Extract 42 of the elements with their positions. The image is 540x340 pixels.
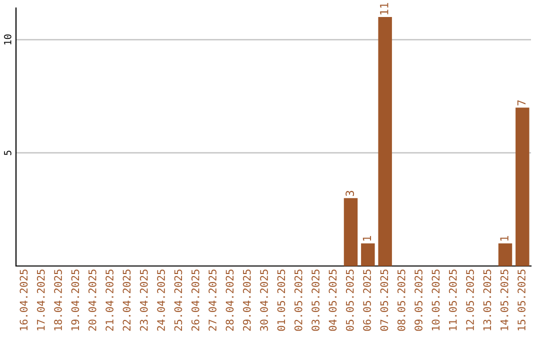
bar [361, 243, 375, 266]
x-tick-label: 19.04.2025 [71, 270, 80, 330]
data-label: 7 [517, 100, 526, 106]
x-tick-label: 05.05.2025 [346, 270, 354, 331]
bar [516, 108, 530, 266]
x-tick-label: 23.04.2025 [140, 270, 148, 331]
x-tick-label: 24.04.2025 [157, 270, 165, 331]
x-tick-label: 13.05.2025 [483, 270, 492, 330]
x-tick-label: 12.05.2025 [466, 270, 474, 330]
x-tick-label: 29.04.2025 [242, 270, 251, 331]
x-tick-label: 08.05.2025 [397, 270, 406, 331]
bar [498, 243, 512, 266]
data-label: 1 [500, 236, 508, 241]
y-tick-label: 5 [4, 150, 12, 156]
x-tick-label: 21.04.2025 [106, 270, 114, 331]
x-tick-label: 30.04.2025 [260, 270, 268, 331]
x-tick-label: 17.04.2025 [36, 270, 45, 330]
x-tick-label: 18.04.2025 [54, 270, 62, 330]
x-tick-label: 09.05.2025 [414, 270, 422, 331]
x-tick-label: 25.04.2025 [174, 270, 182, 331]
x-tick-label: 11.05.2025 [448, 270, 457, 330]
x-tick-label: 10.05.2025 [432, 270, 440, 330]
x-tick-label: 27.04.2025 [208, 270, 216, 331]
x-tick-label: 20.04.2025 [88, 270, 96, 331]
x-tick-label: 03.05.2025 [312, 270, 320, 331]
x-tick-label: 07.05.2025 [380, 270, 388, 331]
x-tick-label: 06.05.2025 [363, 270, 371, 331]
x-tick-label: 28.04.2025 [226, 270, 234, 331]
data-label: 1 [362, 236, 372, 241]
x-tick-label: 15.05.2025 [518, 270, 526, 330]
data-label: 11 [380, 3, 388, 14]
y-tick-label: 10 [4, 34, 12, 44]
x-tick-label: 14.05.2025 [500, 270, 508, 330]
x-tick-label: 26.04.2025 [191, 270, 200, 331]
x-tick-label: 22.04.2025 [122, 270, 131, 331]
x-tick-label: 16.04.2025 [20, 270, 28, 330]
x-tick-label: 02.05.2025 [294, 270, 302, 331]
data-label: 3 [346, 190, 354, 196]
x-tick-label: 04.05.2025 [328, 270, 337, 331]
bar [378, 17, 392, 266]
bar [344, 198, 358, 266]
x-tick-label: 01.05.2025 [277, 270, 286, 331]
